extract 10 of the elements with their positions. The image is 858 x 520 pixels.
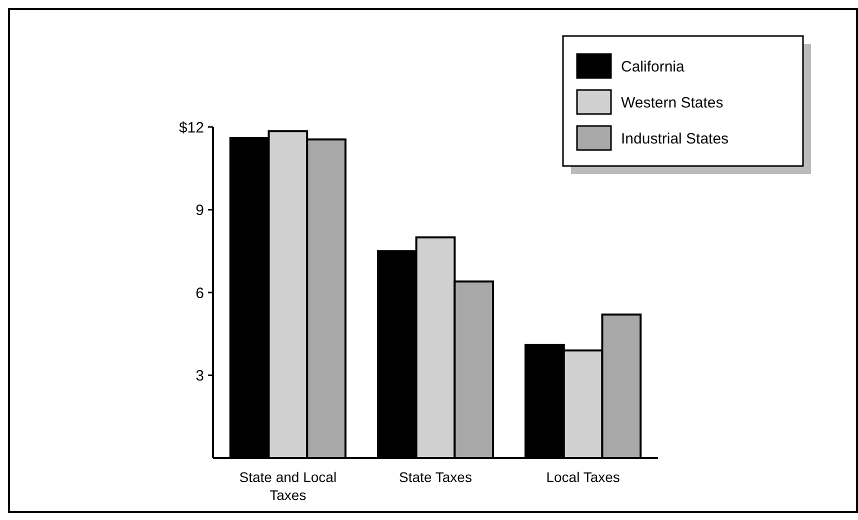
x-tick-label: State and Local Taxes bbox=[239, 469, 337, 503]
legend-label: California bbox=[621, 58, 686, 76]
legend-label: Industrial States bbox=[621, 130, 729, 148]
x-tick-label: Local Taxes bbox=[546, 469, 620, 485]
x-tick-label: State Taxes bbox=[399, 469, 472, 485]
y-tick-label: 3 bbox=[196, 368, 204, 384]
y-tick-label: 9 bbox=[196, 202, 204, 219]
legend-label: Western States bbox=[621, 94, 724, 112]
y-tick-label: $12 bbox=[178, 119, 204, 136]
y-tick-label: 6 bbox=[196, 284, 204, 302]
